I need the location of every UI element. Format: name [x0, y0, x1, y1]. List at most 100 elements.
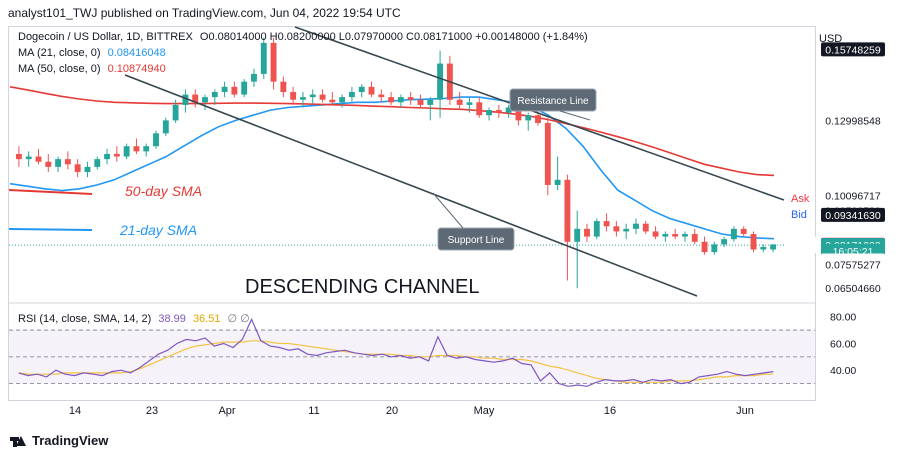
candle-body [260, 42, 267, 74]
candle-body [358, 86, 365, 92]
candle-body [515, 107, 522, 121]
ma50-line [9, 86, 775, 177]
time-tick-label: 23 [146, 405, 158, 417]
bid-label: Bid [791, 209, 807, 221]
legend-ma21-row: MA (21, close, 0) 0.08416048 [18, 47, 166, 59]
candle-body [662, 234, 669, 237]
candle-body [486, 110, 492, 116]
candle-body [505, 107, 512, 113]
legend-rsi-row: RSI (14, close, SMA, 14, 2) 38.99 36.51 … [18, 312, 250, 325]
price-tag-bg [821, 188, 885, 203]
candle-body [544, 122, 551, 185]
price-tag-bg [821, 257, 885, 272]
candle-body [593, 221, 600, 237]
candle-body [721, 239, 728, 245]
rsi-pane [9, 317, 815, 387]
ask-label: Ask [791, 193, 810, 205]
ma50-label[interactable]: MA (50, close, 0) [18, 63, 101, 75]
time-tick-label: 11 [308, 405, 319, 417]
symbol-name[interactable]: Dogecoin / US Dollar, 1D, BITTREX [18, 31, 193, 43]
price-tag-label: 0.07575277 [825, 259, 881, 271]
resistance-callout-box [509, 88, 597, 112]
candle-body [682, 234, 688, 237]
rsi-label[interactable]: RSI (14, close, SMA, 14, 2) [18, 313, 152, 325]
candle-body [270, 42, 277, 82]
chart-annotations: Resistance Line Support Line 50-day SMA 21-… [8, 26, 785, 298]
candle-body [241, 81, 248, 95]
candle-body [84, 166, 91, 173]
candle-body [348, 91, 355, 98]
candle-body [642, 223, 649, 232]
resistance-pointer [559, 110, 591, 121]
candle-body [417, 99, 424, 105]
price-tag-bg [821, 113, 885, 128]
candle-body [104, 153, 110, 160]
price-axis: 0.157482590.130580650.129985480.10096717… [786, 42, 885, 377]
candle-body [172, 104, 179, 121]
candle-body [251, 73, 257, 82]
candle-body [329, 99, 336, 103]
ma50-value: 0.10874940 [107, 63, 166, 75]
price-tag-bg [821, 281, 885, 296]
candle-body [564, 179, 571, 242]
candle-body [211, 91, 218, 98]
candle-body [623, 228, 630, 232]
sma50-legend-line [8, 189, 93, 195]
candle-body [633, 223, 639, 229]
candle-body [25, 156, 32, 160]
ma21-value: 0.08416048 [107, 47, 166, 59]
candle-body [613, 226, 620, 232]
support-callout-box [437, 227, 515, 251]
candle-body [133, 146, 140, 152]
candle-body [15, 153, 22, 160]
footer-brand: TradingView [32, 433, 109, 448]
candle-body [123, 146, 130, 157]
publish-header: analyst101_TWJ published on TradingView.… [0, 0, 900, 26]
candle-body [691, 234, 698, 242]
support-pointer [432, 192, 464, 229]
time-tick-label: May [474, 405, 495, 417]
price-tag-label: 0.06504660 [825, 283, 881, 295]
rsi-tick-label: 80.00 [830, 312, 856, 324]
candle-body [525, 115, 532, 121]
candle-body [760, 246, 767, 250]
time-tick-label: Apr [218, 405, 235, 417]
candle-body [368, 86, 375, 95]
channel-annotation: DESCENDING CHANNEL [245, 276, 479, 298]
candle-body [74, 164, 81, 173]
candle-body [711, 244, 718, 253]
candle-body [192, 94, 199, 103]
candle-body [162, 120, 169, 134]
chart-frame [8, 26, 816, 401]
support-channel-line [124, 74, 698, 297]
price-tag-label: 0.12998548 [825, 115, 881, 127]
candle-body [740, 228, 747, 235]
candle-body [574, 228, 581, 242]
candle-body [584, 228, 590, 237]
candle-body [476, 102, 483, 116]
candle-body [231, 86, 238, 95]
candle-body [672, 234, 679, 237]
candle-body [45, 161, 52, 167]
ma21-line [9, 96, 775, 240]
candle-body [202, 97, 208, 103]
support-callout-text: Support Line [448, 235, 505, 246]
time-axis: 14 23 Apr 11 20 May 16 Jun [69, 405, 754, 417]
price-tag-bg [821, 207, 885, 222]
candle-body [378, 94, 385, 98]
legend-symbol-row: Dogecoin / US Dollar, 1D, BITTREX O0.080… [18, 31, 588, 43]
rsi-lines [18, 317, 774, 387]
candle-body [456, 99, 463, 105]
candle-body [290, 91, 297, 100]
candle-body [339, 97, 346, 103]
rsi-tick-label: 60.00 [830, 338, 856, 350]
time-tick-label: 20 [386, 405, 398, 417]
currency-label: USD [819, 33, 842, 45]
candle-body [466, 102, 473, 105]
candle-body [153, 133, 159, 147]
candle-body [437, 63, 444, 100]
ma21-label[interactable]: MA (21, close, 0) [18, 47, 101, 59]
candle-body [701, 241, 708, 253]
candle-body [603, 221, 610, 227]
